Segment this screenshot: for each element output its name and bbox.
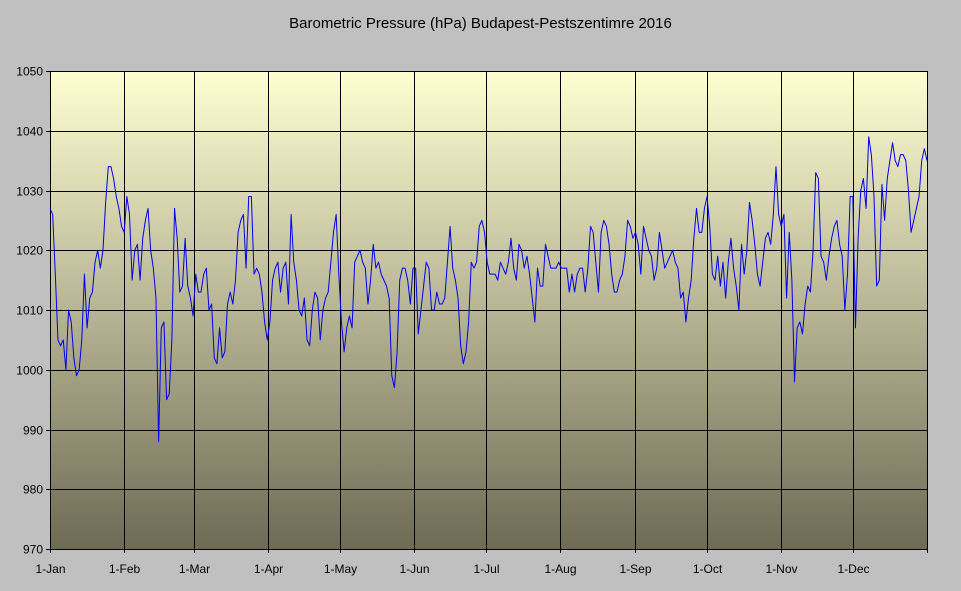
x-tick-label: 1-Jul <box>473 562 499 576</box>
x-tick-label: 1-May <box>324 562 357 576</box>
x-tick-label: 1-Oct <box>693 562 723 576</box>
x-tick-label: 1-Mar <box>179 562 210 576</box>
x-tick-label: 1-Sep <box>619 562 651 576</box>
chart-title: Barometric Pressure (hPa) Budapest-Pests… <box>289 15 672 32</box>
y-tick-label: 1010 <box>16 304 43 318</box>
y-tick-label: 970 <box>23 543 43 557</box>
x-tick-label: 1-Nov <box>765 562 797 576</box>
plot-border <box>50 71 928 550</box>
y-tick-label: 990 <box>23 424 43 438</box>
x-tick-label: 1-Dec <box>837 562 869 576</box>
y-tick-label: 980 <box>23 483 43 497</box>
y-tick-label: 1040 <box>16 125 43 139</box>
y-tick-label: 1050 <box>16 65 43 79</box>
x-tick-label: 1-Jan <box>35 562 65 576</box>
y-tick-label: 1030 <box>16 185 43 199</box>
y-tick-label: 1000 <box>16 364 43 378</box>
x-tick-label: 1-Feb <box>109 562 141 576</box>
pressure-series-line <box>49 136 928 442</box>
x-tick-label: 1-Aug <box>544 562 576 576</box>
x-tick-label: 1-Jun <box>399 562 429 576</box>
x-tick-label: 1-Apr <box>254 562 283 576</box>
y-tick-label: 1020 <box>16 244 43 258</box>
